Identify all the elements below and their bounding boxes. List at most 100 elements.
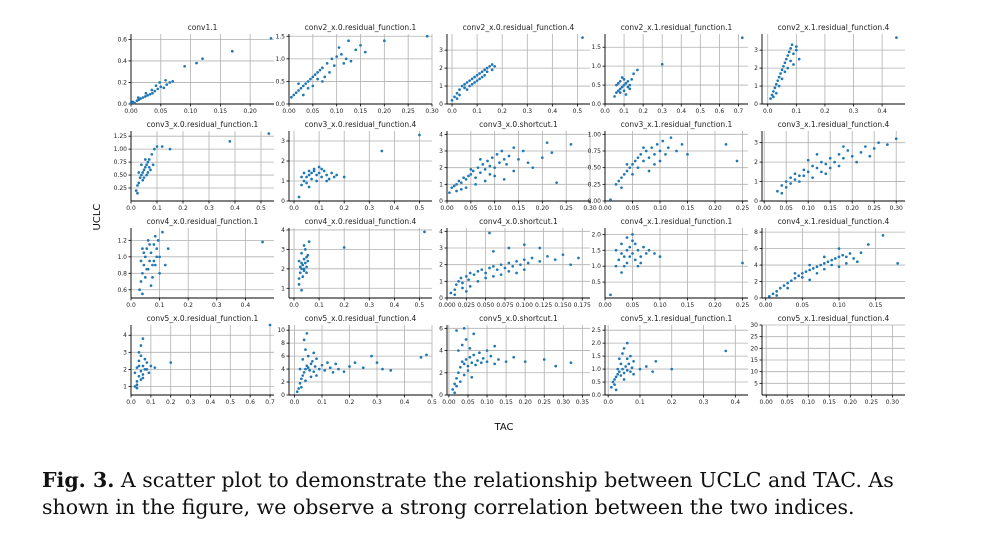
y-tick-label: 0.50 <box>114 172 128 179</box>
scatter-point <box>617 258 621 262</box>
scatter-point <box>316 77 319 81</box>
y-tick-label: 10 <box>277 327 285 334</box>
scatter-point <box>380 149 384 153</box>
scatter-point <box>301 84 305 88</box>
scatter-point <box>741 261 744 265</box>
x-tick-label: 0.4 <box>206 399 216 406</box>
scatter-point <box>304 379 307 383</box>
scatter-point <box>859 251 863 255</box>
scatter-point <box>797 274 801 278</box>
scatter-point <box>530 256 534 260</box>
x-tick-label: 0.25 <box>559 205 573 212</box>
scatter-panel-5: conv2_x.1.residual_function.4 0.0 0.1 0.2 0.… <box>754 23 905 115</box>
scatter-point <box>526 161 530 165</box>
scatter-point <box>616 89 620 93</box>
scatter-point <box>826 260 830 264</box>
scatter-point <box>806 170 810 174</box>
x-tick-label: 0.1 <box>155 302 165 309</box>
x-tick-label: 0.00 <box>760 399 774 406</box>
scatter-point <box>455 376 458 380</box>
y-tick-label: 3 <box>439 47 443 54</box>
scatter-point <box>298 367 302 371</box>
scatter-point <box>464 358 468 361</box>
scatter-point <box>638 367 642 371</box>
x-tick-label: 0.35 <box>576 399 590 406</box>
scatter-point <box>630 78 634 81</box>
scatter-point <box>620 176 623 180</box>
scatter-point <box>886 143 889 146</box>
scatter-point <box>622 83 626 87</box>
scatter-point <box>881 234 885 237</box>
scatter-point <box>455 384 458 388</box>
scatter-point <box>489 354 493 358</box>
scatter-point <box>794 45 798 48</box>
scatter-point <box>325 62 329 65</box>
y-tick-label: 6 <box>439 325 443 332</box>
scatter-point <box>780 191 784 195</box>
x-tick-label: 0.05 <box>464 205 478 212</box>
scatter-point <box>512 169 516 173</box>
x-tick-label: 0.30 <box>557 399 571 406</box>
scatter-point <box>298 271 302 275</box>
scatter-point <box>620 186 623 190</box>
y-tick-label: 2 <box>754 65 758 72</box>
y-tick-label: 20 <box>750 345 758 352</box>
scatter-point <box>495 268 499 272</box>
scatter-point <box>171 80 175 83</box>
scatter-point <box>664 152 667 156</box>
scatter-point <box>302 267 306 271</box>
scatter-point <box>158 271 161 275</box>
scatter-point <box>147 165 151 169</box>
scatter-point <box>522 258 526 262</box>
scatter-point <box>837 265 841 269</box>
panel-title: conv2_x.1.residual_function.4 <box>778 23 890 32</box>
scatter-point <box>328 71 331 74</box>
panel-title: conv3_x.0.shortcut.1 <box>479 120 558 129</box>
scatter-point <box>153 89 157 93</box>
x-tick-label: 0.00 <box>442 399 456 406</box>
scatter-point <box>490 68 494 72</box>
scatter-point <box>642 245 645 249</box>
scatter-point <box>458 93 461 97</box>
scatter-point <box>844 262 848 265</box>
scatter-point <box>789 59 792 63</box>
scatter-point <box>625 236 629 239</box>
scatter-point <box>464 289 468 293</box>
y-tick-label: 0.6 <box>117 36 127 43</box>
scatter-point <box>463 82 466 86</box>
scatter-point <box>772 95 775 99</box>
panel-title: conv4_x.1.residual_function.4 <box>778 217 890 226</box>
scatter-point <box>526 261 530 265</box>
scatter-point <box>488 64 491 68</box>
scatter-point <box>658 255 662 258</box>
scatter-point <box>455 91 459 95</box>
scatter-point <box>775 290 779 293</box>
scatter-point <box>620 271 623 274</box>
scatter-point <box>302 257 306 261</box>
scatter-point <box>141 376 145 380</box>
scatter-point <box>304 367 307 371</box>
scatter-point <box>139 354 143 358</box>
scatter-point <box>302 370 306 374</box>
scatter-point <box>789 279 793 283</box>
scatter-point <box>647 248 651 252</box>
scatter-point <box>618 87 622 91</box>
scatter-point <box>267 132 271 135</box>
scatter-point <box>145 361 149 364</box>
y-tick-label: 0 <box>754 101 758 108</box>
scatter-point <box>318 68 322 72</box>
scatter-point <box>320 167 323 171</box>
x-tick-label: 0.00 <box>282 108 296 115</box>
scatter-point <box>183 64 186 68</box>
scatter-point <box>301 358 305 361</box>
scatter-point <box>156 239 160 242</box>
scatter-point <box>311 75 315 79</box>
x-tick-label: 0.5 <box>415 205 425 212</box>
scatter-point <box>636 264 640 268</box>
scatter-point <box>306 354 310 358</box>
x-tick-label: 0.2 <box>339 302 349 309</box>
scatter-point <box>625 357 629 361</box>
scatter-point <box>141 271 144 275</box>
scatter-point <box>492 264 495 268</box>
y-tick-label: 1.5 <box>591 353 601 360</box>
